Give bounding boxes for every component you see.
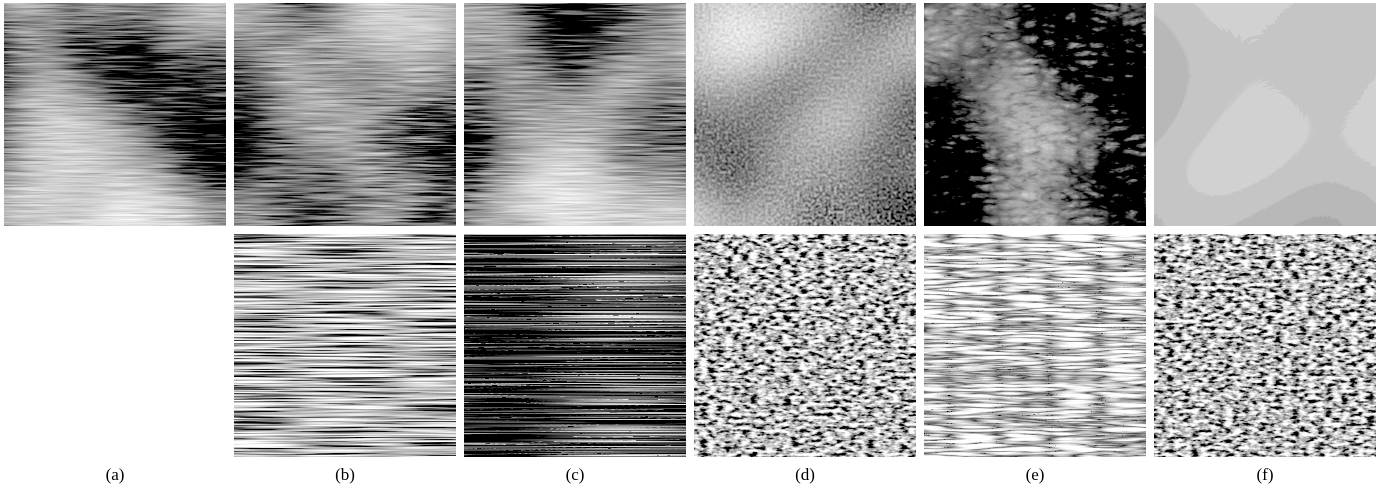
panel-label: (b) xyxy=(335,465,355,484)
figure: (a) (b) (c) (d) (e) (f) xyxy=(0,0,1392,492)
bottom-image xyxy=(694,234,916,457)
top-image xyxy=(1154,3,1376,226)
bottom-image xyxy=(464,234,686,457)
top-image xyxy=(4,3,226,226)
panel-label: (f) xyxy=(1257,465,1274,484)
bottom-image xyxy=(924,234,1146,457)
top-image xyxy=(694,3,916,226)
panel-label: (d) xyxy=(795,465,815,484)
bottom-image xyxy=(234,234,456,457)
panel-label: (a) xyxy=(106,465,125,484)
top-image xyxy=(924,3,1146,226)
top-image xyxy=(234,3,456,226)
bottom-image xyxy=(1154,234,1376,457)
panel-label: (c) xyxy=(566,465,585,484)
top-image xyxy=(464,3,686,226)
panel-label: (e) xyxy=(1026,465,1045,484)
